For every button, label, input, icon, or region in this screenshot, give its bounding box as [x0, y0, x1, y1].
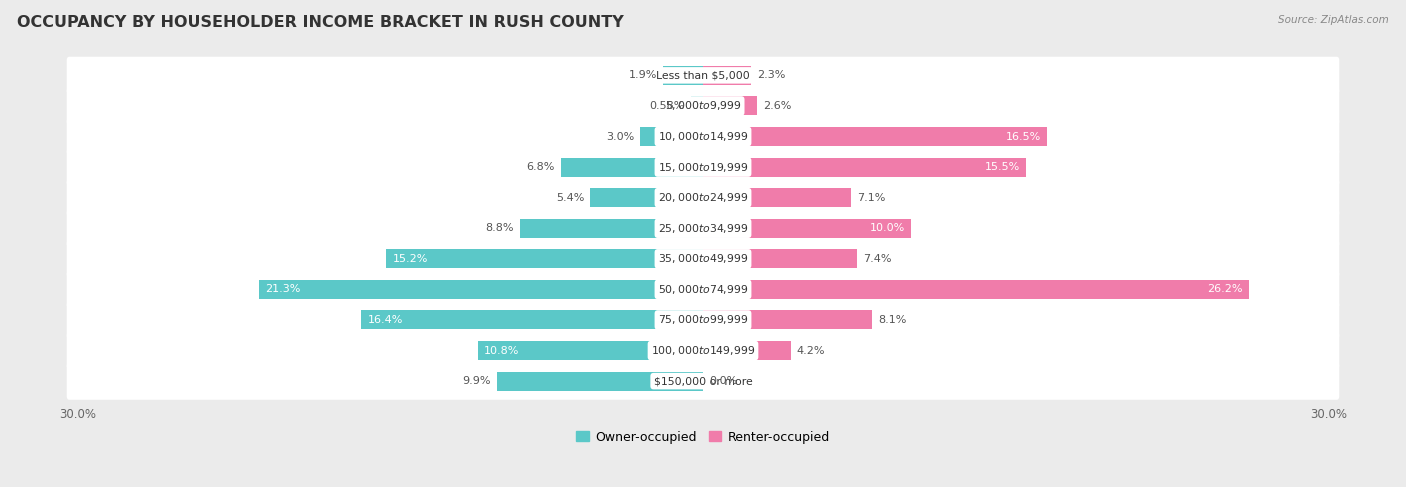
Bar	[259, 280, 703, 299]
Text: $35,000 to $49,999: $35,000 to $49,999	[658, 252, 748, 265]
Text: 21.3%: 21.3%	[266, 284, 301, 295]
Text: $10,000 to $14,999: $10,000 to $14,999	[658, 130, 748, 143]
Text: $15,000 to $19,999: $15,000 to $19,999	[658, 161, 748, 173]
Bar	[690, 96, 703, 115]
Bar	[703, 158, 1026, 177]
Text: 2.6%: 2.6%	[763, 101, 792, 111]
Text: 16.4%: 16.4%	[367, 315, 402, 325]
Bar	[520, 219, 703, 238]
Bar	[478, 341, 703, 360]
Bar	[703, 311, 872, 329]
Legend: Owner-occupied, Renter-occupied: Owner-occupied, Renter-occupied	[571, 426, 835, 449]
Text: 0.58%: 0.58%	[650, 101, 685, 111]
Bar	[703, 249, 858, 268]
FancyBboxPatch shape	[66, 332, 1340, 369]
FancyBboxPatch shape	[66, 56, 1340, 94]
Text: 26.2%: 26.2%	[1208, 284, 1243, 295]
Text: 10.0%: 10.0%	[870, 223, 905, 233]
FancyBboxPatch shape	[66, 209, 1340, 247]
Bar	[591, 188, 703, 207]
Bar	[561, 158, 703, 177]
FancyBboxPatch shape	[66, 301, 1340, 338]
Text: 2.3%: 2.3%	[758, 70, 786, 80]
Text: 6.8%: 6.8%	[527, 162, 555, 172]
FancyBboxPatch shape	[66, 179, 1340, 216]
Text: $75,000 to $99,999: $75,000 to $99,999	[658, 314, 748, 326]
Text: 4.2%: 4.2%	[797, 346, 825, 356]
Text: 7.4%: 7.4%	[863, 254, 891, 264]
Bar	[641, 127, 703, 146]
Text: 9.9%: 9.9%	[461, 376, 491, 386]
Bar	[703, 127, 1047, 146]
FancyBboxPatch shape	[66, 87, 1340, 125]
FancyBboxPatch shape	[66, 240, 1340, 278]
FancyBboxPatch shape	[66, 118, 1340, 155]
Bar	[664, 66, 703, 85]
FancyBboxPatch shape	[66, 149, 1340, 186]
Text: 7.1%: 7.1%	[858, 193, 886, 203]
Bar	[703, 66, 751, 85]
Text: 8.1%: 8.1%	[879, 315, 907, 325]
Text: $150,000 or more: $150,000 or more	[654, 376, 752, 386]
FancyBboxPatch shape	[66, 271, 1340, 308]
Text: 15.2%: 15.2%	[392, 254, 427, 264]
Bar	[703, 219, 911, 238]
Text: 0.0%: 0.0%	[709, 376, 738, 386]
Bar	[496, 372, 703, 391]
Text: $20,000 to $24,999: $20,000 to $24,999	[658, 191, 748, 204]
Text: Less than $5,000: Less than $5,000	[657, 70, 749, 80]
Text: $5,000 to $9,999: $5,000 to $9,999	[665, 99, 741, 112]
Bar	[361, 311, 703, 329]
Text: 10.8%: 10.8%	[484, 346, 519, 356]
Bar	[703, 341, 790, 360]
FancyBboxPatch shape	[66, 362, 1340, 400]
Bar	[703, 96, 758, 115]
Text: 15.5%: 15.5%	[984, 162, 1019, 172]
Text: Source: ZipAtlas.com: Source: ZipAtlas.com	[1278, 15, 1389, 25]
Text: OCCUPANCY BY HOUSEHOLDER INCOME BRACKET IN RUSH COUNTY: OCCUPANCY BY HOUSEHOLDER INCOME BRACKET …	[17, 15, 624, 30]
Text: $50,000 to $74,999: $50,000 to $74,999	[658, 283, 748, 296]
Bar	[703, 188, 851, 207]
Text: 1.9%: 1.9%	[628, 70, 657, 80]
Bar	[387, 249, 703, 268]
Text: 3.0%: 3.0%	[606, 131, 634, 142]
Text: $100,000 to $149,999: $100,000 to $149,999	[651, 344, 755, 357]
Text: $25,000 to $34,999: $25,000 to $34,999	[658, 222, 748, 235]
Text: 8.8%: 8.8%	[485, 223, 513, 233]
Bar	[703, 280, 1249, 299]
Text: 16.5%: 16.5%	[1005, 131, 1040, 142]
Text: 5.4%: 5.4%	[555, 193, 583, 203]
